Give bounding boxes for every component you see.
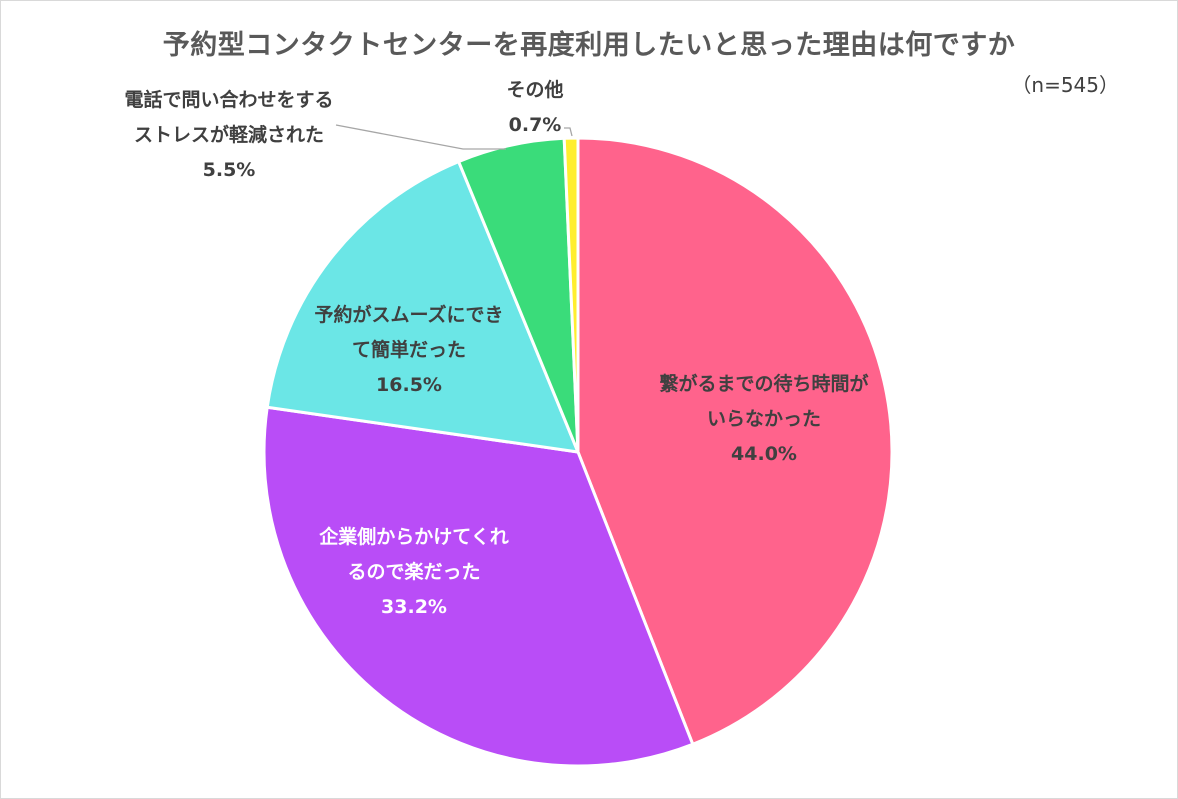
slice-label-1: 繋がるまでの待ち時間がいらなかった 44.0% bbox=[659, 372, 868, 465]
slice-value-label: 16.5% bbox=[376, 374, 442, 396]
slice-value-label: 0.7% bbox=[509, 114, 562, 136]
slice-label-3: 予約がスムーズにできて簡単だった 16.5% bbox=[314, 303, 503, 396]
sample-size-note: （n=545） bbox=[1011, 73, 1119, 97]
chart-title: 予約型コンタクトセンターを再度利用したいと思った理由は何ですか bbox=[162, 30, 1016, 61]
slice-label-4: 電話で問い合わせをするストレスが軽減された 5.5% bbox=[124, 88, 333, 181]
pie-slice-5 bbox=[562, 136, 580, 454]
slice-value-label: 5.5% bbox=[203, 159, 256, 181]
leader-line-5 bbox=[564, 127, 573, 137]
pie-slice-3 bbox=[265, 160, 580, 454]
slice-category-label: ストレスが軽減された bbox=[134, 123, 324, 146]
slice-category-label: 予約がスムーズにでき bbox=[314, 303, 503, 326]
slice-label-5: その他 0.7% bbox=[506, 78, 563, 136]
slice-category-label: 企業側からかけてくれ bbox=[318, 525, 508, 548]
pie-slice-1 bbox=[576, 136, 894, 746]
slice-category-label: 繋がるまでの待ち時間が bbox=[659, 372, 868, 395]
slice-value-label: 44.0% bbox=[731, 443, 797, 465]
slice-label-2: 企業側からかけてくれるので楽だった 33.2% bbox=[318, 525, 508, 618]
leader-line-4 bbox=[335, 124, 506, 150]
slice-category-label: て簡単だった bbox=[352, 338, 466, 361]
slice-category-label: 電話で問い合わせをする bbox=[124, 88, 333, 111]
slice-value-label: 33.2% bbox=[381, 596, 447, 618]
slice-category-label: その他 bbox=[506, 78, 563, 101]
slice-category-label: るので楽だった bbox=[347, 560, 480, 583]
pie-slice-2 bbox=[262, 405, 695, 768]
slice-category-label: いらなかった bbox=[707, 408, 821, 430]
